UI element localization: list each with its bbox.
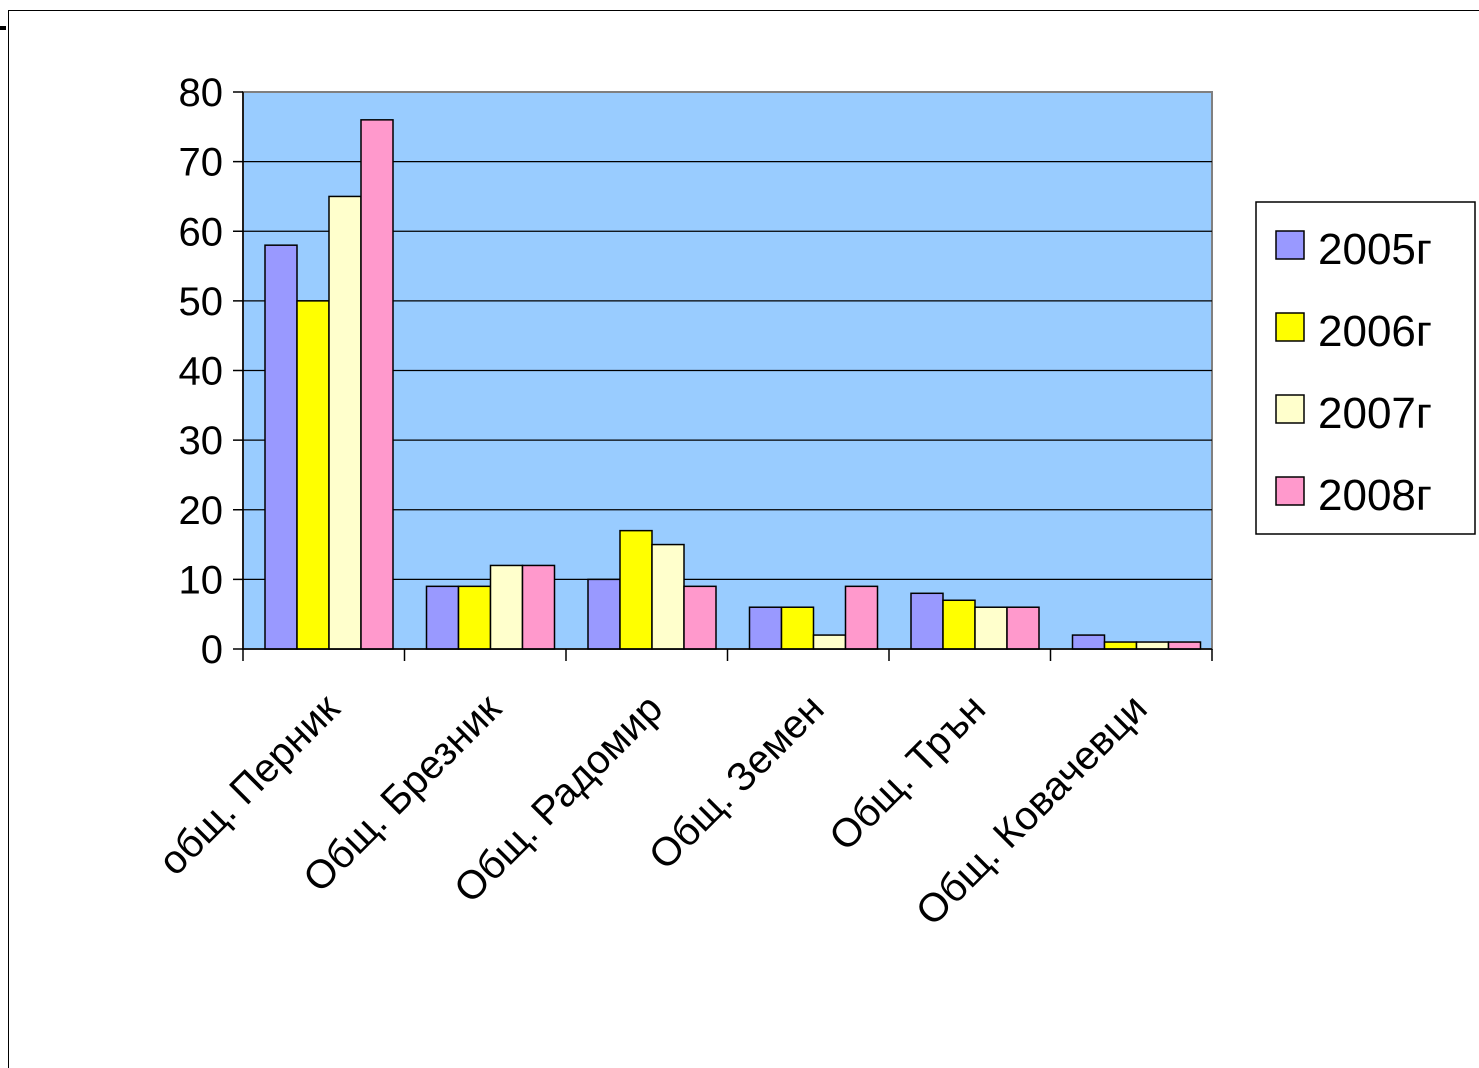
bar <box>1167 641 1202 650</box>
bar <box>1135 641 1170 650</box>
axes <box>233 91 1213 661</box>
bar <box>651 543 685 650</box>
x-category-label: Общ. Трън <box>821 686 994 859</box>
bar <box>974 606 1008 650</box>
y-tick-label: 20 <box>179 489 224 533</box>
corner-mark <box>0 26 6 30</box>
bar <box>812 634 847 650</box>
bar <box>328 195 362 650</box>
bars <box>264 119 1202 650</box>
legend-swatch <box>1275 312 1305 342</box>
legend-swatch <box>1275 394 1305 424</box>
y-tick-label: 30 <box>179 419 224 463</box>
bar <box>942 599 976 650</box>
y-tick-label: 40 <box>179 350 224 394</box>
bar <box>587 578 621 650</box>
bar <box>748 606 783 650</box>
legend-swatch <box>1275 476 1305 506</box>
bar <box>844 585 879 650</box>
bar <box>1006 606 1040 650</box>
bar <box>264 244 298 650</box>
legend-label: 2005г <box>1318 225 1432 274</box>
bar <box>683 585 717 650</box>
bar <box>425 585 460 650</box>
legend-swatch <box>1275 230 1305 260</box>
legend: 2005г 2006г 2007г 2008г <box>1255 201 1476 535</box>
bar <box>521 564 556 650</box>
bar <box>457 585 492 650</box>
legend-label: 2007г <box>1318 389 1432 438</box>
gridlines <box>243 160 1212 581</box>
y-tick-label: 60 <box>179 210 224 254</box>
y-tick-labels: 0 10 20 30 40 50 60 70 80 <box>179 71 224 672</box>
bar <box>1071 634 1106 650</box>
bar <box>619 529 653 650</box>
legend-label: 2006г <box>1318 307 1432 356</box>
x-category-label: Общ. Земен <box>641 686 833 878</box>
bar <box>780 606 815 650</box>
bar <box>296 300 330 650</box>
y-tick-label: 10 <box>179 558 224 602</box>
legend-label: 2008г <box>1318 471 1432 520</box>
bar <box>360 119 394 650</box>
y-tick-label: 80 <box>179 71 224 115</box>
y-tick-label: 70 <box>179 141 224 185</box>
bar <box>1103 641 1138 650</box>
y-tick-label: 50 <box>179 280 224 324</box>
slide-frame <box>8 10 1479 1068</box>
bar <box>910 592 944 650</box>
bar <box>489 564 524 650</box>
y-tick-label: 0 <box>201 628 223 672</box>
